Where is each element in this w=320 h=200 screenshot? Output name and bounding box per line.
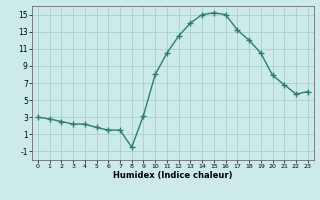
X-axis label: Humidex (Indice chaleur): Humidex (Indice chaleur)	[113, 171, 233, 180]
